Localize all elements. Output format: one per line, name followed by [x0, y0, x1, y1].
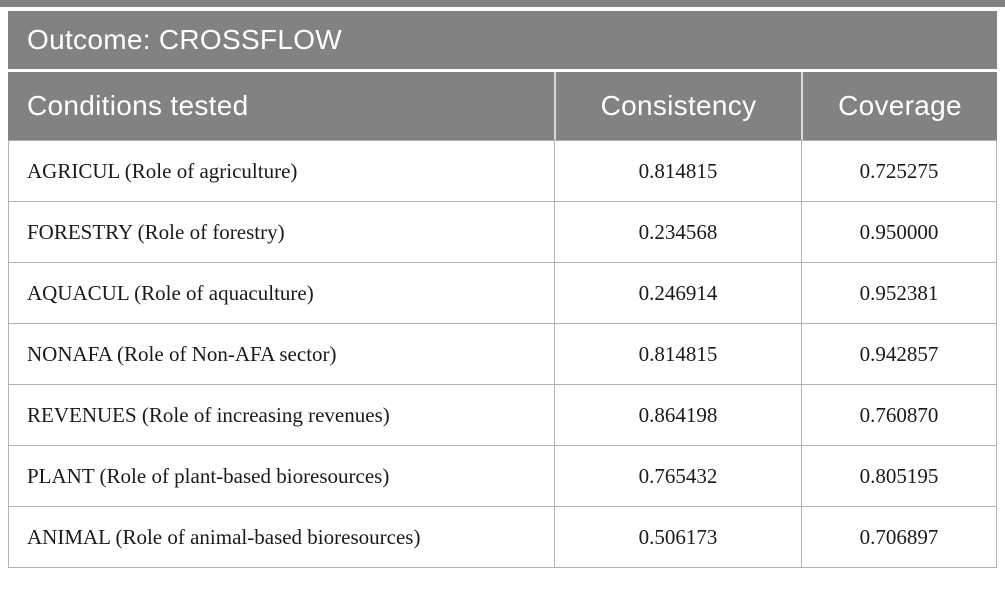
- condition-cell: ANIMAL (Role of animal-based bioresource…: [27, 524, 421, 549]
- condition-cell: NONAFA (Role of Non-AFA sector): [27, 341, 337, 366]
- column-header-conditions: Conditions tested: [27, 90, 249, 121]
- table-row: AQUACUL (Role of aquaculture) 0.246914 0…: [9, 263, 996, 324]
- coverage-cell: 0.805195: [801, 446, 996, 506]
- coverage-cell: 0.950000: [801, 202, 996, 262]
- table-title-bar: Outcome: CROSSFLOW: [8, 11, 997, 69]
- consistency-cell: 0.814815: [554, 141, 801, 201]
- condition-cell: FORESTRY (Role of forestry): [27, 219, 285, 244]
- table-row: ANIMAL (Role of animal-based bioresource…: [9, 507, 996, 567]
- coverage-cell: 0.942857: [801, 324, 996, 384]
- figure-top-rule: [0, 0, 1005, 7]
- table-row: AGRICUL (Role of agriculture) 0.814815 0…: [9, 141, 996, 202]
- coverage-cell: 0.706897: [801, 507, 996, 567]
- consistency-cell: 0.814815: [554, 324, 801, 384]
- condition-cell: PLANT (Role of plant-based bioresources): [27, 463, 390, 488]
- qca-outcome-table: Outcome: CROSSFLOW Conditions tested Con…: [8, 11, 997, 568]
- consistency-cell: 0.234568: [554, 202, 801, 262]
- condition-cell: REVENUES (Role of increasing revenues): [27, 402, 390, 427]
- table-title: Outcome: CROSSFLOW: [27, 24, 343, 55]
- table-row: FORESTRY (Role of forestry) 0.234568 0.9…: [9, 202, 996, 263]
- consistency-cell: 0.246914: [554, 263, 801, 323]
- table-row: PLANT (Role of plant-based bioresources)…: [9, 446, 996, 507]
- table-row: NONAFA (Role of Non-AFA sector) 0.814815…: [9, 324, 996, 385]
- coverage-cell: 0.952381: [801, 263, 996, 323]
- coverage-cell: 0.725275: [801, 141, 996, 201]
- consistency-cell: 0.506173: [554, 507, 801, 567]
- table-body: AGRICUL (Role of agriculture) 0.814815 0…: [8, 140, 997, 568]
- condition-cell: AGRICUL (Role of agriculture): [27, 158, 298, 183]
- column-header-row: Conditions tested Consistency Coverage: [8, 72, 997, 140]
- table-row: REVENUES (Role of increasing revenues) 0…: [9, 385, 996, 446]
- condition-cell: AQUACUL (Role of aquaculture): [27, 280, 314, 305]
- consistency-cell: 0.765432: [554, 446, 801, 506]
- consistency-cell: 0.864198: [554, 385, 801, 445]
- column-header-consistency: Consistency: [554, 72, 801, 140]
- column-header-coverage: Coverage: [801, 72, 997, 140]
- coverage-cell: 0.760870: [801, 385, 996, 445]
